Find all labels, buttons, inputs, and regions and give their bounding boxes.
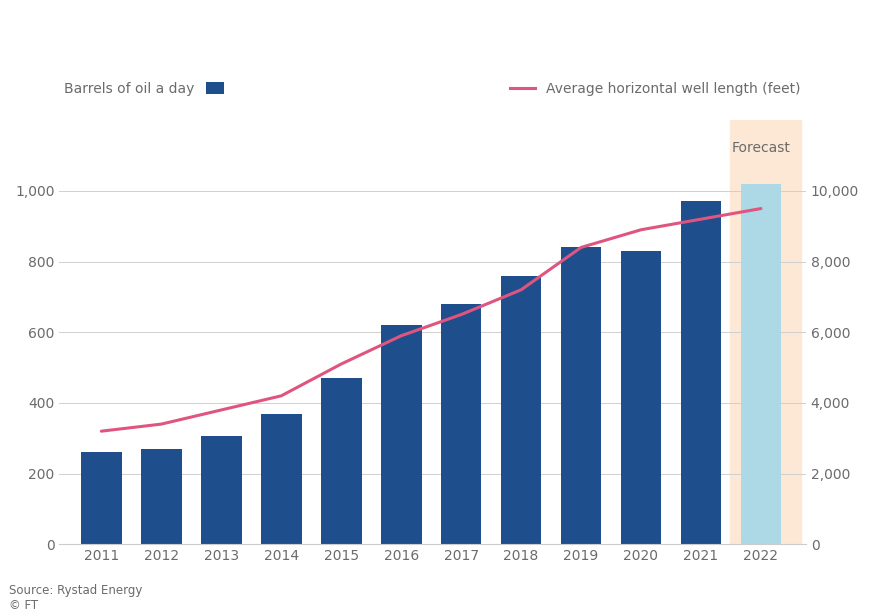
Bar [560,247,601,544]
Bar [260,413,302,544]
Bar [621,251,662,544]
Bar [81,453,121,544]
Bar [141,449,182,544]
Text: Source: Rystad Energy
© FT: Source: Rystad Energy © FT [9,584,142,612]
Legend: Barrels of oil a day: Barrels of oil a day [59,76,230,101]
Legend: Average horizontal well length (feet): Average horizontal well length (feet) [504,76,807,101]
Bar [381,325,421,544]
Bar [440,304,482,544]
Bar [501,276,542,544]
Bar [730,120,801,544]
Bar [201,437,241,544]
Bar [740,184,781,544]
Bar [681,202,721,544]
Bar [321,378,362,544]
Text: Forecast: Forecast [732,141,790,156]
